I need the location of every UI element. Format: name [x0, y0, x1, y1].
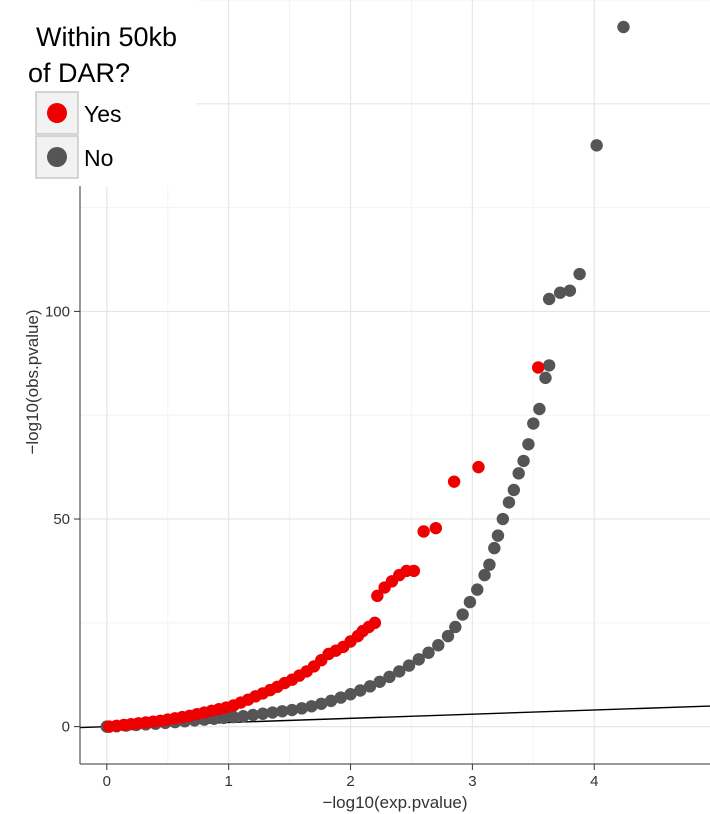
legend-label-no: No — [84, 145, 113, 171]
point-yes — [368, 616, 382, 630]
point-no — [344, 688, 357, 701]
point-yes — [407, 564, 421, 578]
point-no — [553, 286, 567, 299]
point-no — [463, 595, 477, 609]
point-no — [517, 454, 530, 468]
point-yes — [472, 460, 485, 474]
x-tick-label: 0 — [103, 773, 111, 790]
point-no — [527, 417, 540, 430]
legend-title-line1: Within 50kb — [36, 22, 177, 52]
point-no — [478, 568, 491, 582]
point-no — [542, 292, 556, 306]
point-no — [295, 702, 308, 715]
point-no — [432, 639, 445, 652]
point-no — [502, 496, 516, 509]
legend: Within 50kb of DAR? Yes No — [28, 0, 196, 186]
point-no — [315, 697, 328, 710]
point-no — [393, 665, 406, 678]
point-no — [285, 703, 299, 717]
point-no — [522, 438, 535, 451]
point-yes — [417, 525, 430, 538]
point-no — [573, 267, 586, 281]
point-no — [496, 512, 510, 526]
point-no — [266, 706, 279, 719]
point-no — [471, 583, 484, 596]
y-axis-label: −log10(obs.pvalue) — [23, 309, 42, 454]
point-no — [305, 700, 318, 713]
point-no — [324, 694, 338, 708]
point-no — [617, 20, 630, 34]
x-tick-label: 3 — [468, 773, 476, 790]
legend-title-line2: of DAR? — [28, 58, 130, 88]
point-no — [334, 691, 347, 704]
point-no — [491, 529, 505, 542]
x-tick-label: 4 — [590, 773, 598, 790]
y-tick-label: 0 — [62, 719, 70, 736]
point-no — [363, 680, 377, 693]
point-no — [441, 629, 455, 643]
point-no — [542, 359, 556, 372]
point-no — [488, 541, 501, 555]
y-ticks: 050100150 — [45, 96, 80, 736]
point-no — [227, 710, 240, 724]
point-no — [422, 646, 435, 659]
y-tick-label: 100 — [45, 303, 70, 320]
x-tick-label: 1 — [224, 773, 232, 790]
point-no — [456, 608, 469, 621]
point-no — [412, 653, 425, 666]
point-no — [483, 558, 496, 571]
point-yes — [531, 361, 545, 374]
legend-label-yes: Yes — [84, 101, 122, 127]
point-no — [533, 402, 546, 416]
point-no — [563, 284, 577, 297]
point-no — [256, 707, 269, 720]
point-no — [449, 620, 462, 634]
point-no — [276, 705, 289, 718]
point-no — [383, 670, 396, 684]
point-no — [539, 371, 552, 385]
point-yes — [447, 475, 461, 488]
point-no — [246, 708, 260, 722]
point-no — [512, 467, 525, 480]
point-no — [590, 139, 603, 152]
series-yes — [103, 361, 545, 733]
legend-key-no — [47, 147, 67, 167]
x-tick-label: 2 — [346, 773, 354, 790]
series-layer — [100, 20, 630, 733]
point-no — [402, 659, 416, 672]
x-ticks: 0 1 2 3 4 — [103, 764, 598, 790]
legend-key-yes — [47, 103, 67, 123]
point-yes — [429, 521, 443, 535]
point-no — [354, 684, 367, 697]
point-no — [373, 675, 386, 688]
y-tick-label: 50 — [53, 511, 70, 528]
point-no — [237, 710, 250, 723]
point-no — [507, 483, 521, 497]
point-yes — [371, 589, 384, 603]
x-axis-label: −log10(exp.pvalue) — [322, 793, 467, 812]
